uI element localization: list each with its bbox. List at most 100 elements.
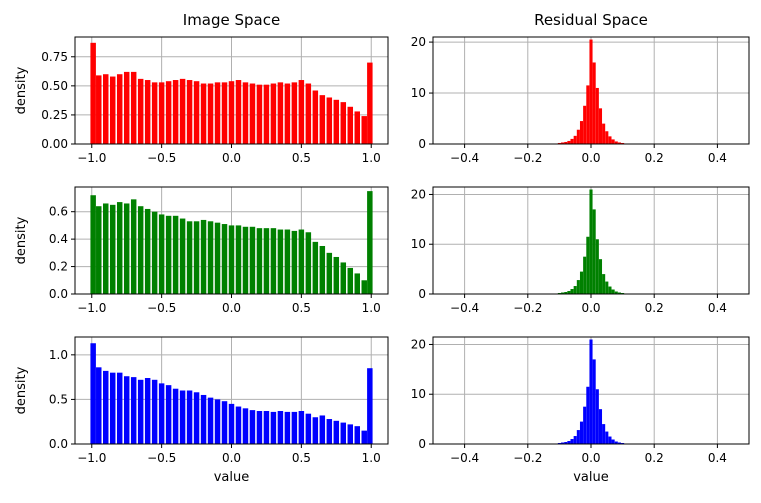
histogram-bar (137, 78, 144, 144)
histogram-bar (165, 215, 172, 294)
histogram-bar (602, 274, 606, 294)
histogram-bar (90, 343, 96, 444)
histogram-bar (242, 408, 249, 444)
histogram-bar (319, 245, 326, 294)
histogram-bar (617, 142, 621, 144)
histogram-bar (221, 82, 228, 144)
histogram-bar (592, 209, 596, 294)
histogram-bar (589, 39, 593, 144)
histogram-bar (109, 372, 116, 444)
x-tick-label: −0.5 (147, 151, 176, 165)
histogram-bar (602, 123, 606, 144)
histogram-bar (228, 81, 235, 144)
x-tick-label: −0.5 (147, 301, 176, 315)
histogram-bar (137, 379, 144, 444)
histogram-bar (263, 228, 270, 294)
histogram-bar (319, 415, 326, 444)
histogram-bar (354, 426, 360, 444)
y-tick-label: 0 (418, 437, 426, 451)
histogram-bar (172, 215, 179, 294)
x-axis-label: value (214, 470, 250, 485)
y-tick-label: 10 (411, 86, 426, 100)
histogram-bar (109, 76, 116, 144)
histogram-bar (158, 82, 165, 144)
histogram-bar (595, 239, 599, 294)
histogram-bar (573, 436, 577, 444)
histogram-bar (144, 378, 151, 444)
histogram-bar (579, 121, 584, 144)
histogram-bar (207, 221, 214, 294)
histogram-bar (326, 97, 333, 144)
x-tick-label: −0.5 (147, 451, 176, 465)
histogram-bar (270, 411, 277, 444)
histogram-bar (151, 211, 158, 294)
histogram-bar (256, 411, 263, 444)
histogram-bar (354, 111, 360, 144)
histogram-bar (312, 90, 319, 144)
y-tick-label: 1.0 (49, 348, 68, 362)
histogram-bar (340, 422, 347, 444)
x-tick-label: −0.2 (513, 451, 542, 465)
histogram-bar (130, 377, 137, 444)
histogram-bar (151, 82, 158, 144)
histogram-bar (235, 225, 242, 294)
histogram-bar (614, 441, 618, 444)
histogram-bar (605, 131, 609, 144)
histogram-bar (333, 420, 340, 444)
histogram-bar (186, 80, 193, 144)
histogram-bar (172, 80, 179, 144)
histogram-bar (256, 84, 263, 144)
histogram-bar (172, 388, 179, 444)
histogram-bar (305, 83, 312, 144)
subplot-5: −1.0 −0.5 0.0 0.5 1.0 0.0 0.5 1.0 density value (14, 336, 389, 485)
histogram-bar (242, 82, 249, 144)
histogram-bar (207, 83, 214, 144)
histogram-bar (109, 204, 116, 294)
x-tick-label: 0.4 (708, 301, 727, 315)
histogram-bar (193, 392, 200, 444)
histogram-bar (270, 83, 277, 144)
histogram-bar (200, 83, 207, 144)
y-tick-label: 0.6 (49, 205, 68, 219)
histogram-bar (586, 236, 590, 294)
histogram-bar (90, 195, 96, 294)
histogram-bar (96, 367, 102, 444)
histogram-bar (298, 80, 305, 144)
histogram-bar (116, 372, 123, 444)
histogram-bar (592, 62, 596, 144)
histogram-bar (263, 84, 270, 144)
histogram-bar (130, 71, 137, 144)
y-axis-label: density (14, 216, 29, 264)
histogram-bar (617, 442, 621, 444)
histogram-bar (573, 135, 577, 144)
x-tick-label: −0.2 (513, 151, 542, 165)
histogram-bar (123, 376, 130, 444)
y-tick-label: 0.4 (49, 232, 68, 246)
histogram-bar (165, 81, 172, 144)
histogram-bar (598, 259, 603, 294)
x-tick-label: 0.0 (581, 451, 600, 465)
histogram-bar (583, 406, 587, 444)
histogram-bar (179, 78, 186, 144)
histogram-bar (367, 368, 373, 444)
histogram-bar (249, 410, 256, 444)
x-tick-label: −0.4 (450, 151, 479, 165)
histogram-bar (576, 129, 580, 144)
y-tick-label: 0.0 (49, 437, 68, 451)
histogram-bar (579, 271, 584, 294)
histogram-bar (116, 74, 123, 144)
y-tick-label: 10 (411, 387, 426, 401)
x-tick-label: 0.0 (222, 151, 241, 165)
histogram-bar (291, 82, 298, 144)
histogram-bar (277, 229, 284, 294)
x-tick-label: 0.2 (645, 301, 664, 315)
histogram-bar (298, 229, 305, 294)
histogram-bar (589, 189, 593, 294)
y-tick-label: 0 (418, 137, 426, 151)
histogram-bar (235, 406, 242, 444)
y-tick-label: 0.0 (49, 287, 68, 301)
histogram-bar (583, 256, 587, 294)
histogram-bar (579, 421, 584, 444)
histogram-bar (291, 230, 298, 294)
